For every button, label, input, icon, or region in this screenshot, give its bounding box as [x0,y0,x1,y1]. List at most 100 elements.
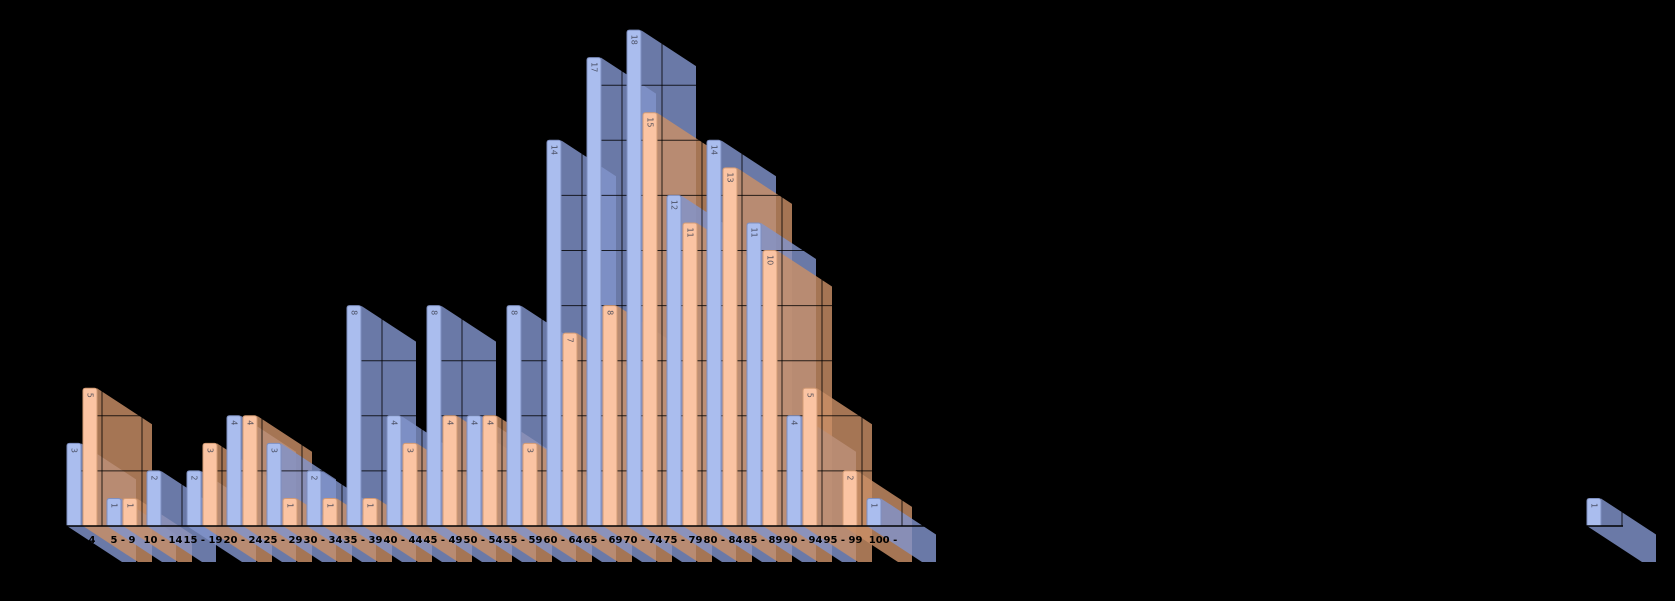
x-axis-label: 10 - 14 [144,535,183,546]
x-axis-label: 100 - [869,535,898,546]
bar-front [842,470,858,527]
bar-value-label: 5 [806,393,815,398]
x-axis-label: 5 - 9 [110,535,135,546]
x-axis-label: 80 - 84 [704,535,743,546]
bar-value-label: 3 [406,448,415,453]
bar-value-label: 15 [646,117,655,127]
bar-front [402,442,418,527]
bar-front [482,415,498,527]
bar-front [466,415,482,527]
x-axis-label: 35 - 39 [344,535,383,546]
bar-front [442,415,458,527]
bar-value-label: 8 [510,310,519,315]
bar-front [386,415,402,527]
bar-front [226,415,242,527]
bar-value-label: 18 [630,35,639,45]
x-axis-label: 95 - 99 [824,535,863,546]
bar-value-label: 1 [126,503,135,508]
bar-value-label: 4 [486,420,495,425]
bar-front [82,387,98,527]
bar-value-label: 4 [246,420,255,425]
bar-value-label: 8 [350,310,359,315]
bar-front [186,470,202,527]
bar-front [122,497,138,527]
bar-front [642,112,658,527]
bar-value-label: 14 [710,145,719,155]
bar-front [322,497,338,527]
bar-value-label: 3 [270,448,279,453]
bar-front [682,222,698,527]
x-axis-label: 25 - 29 [264,535,303,546]
x-axis-label: 75 - 79 [664,535,703,546]
bar-front [202,442,218,527]
bar-value-label: 3 [526,448,535,453]
bar-front [346,305,362,527]
bar-front [282,497,298,527]
bar-value-label: 11 [686,227,695,237]
bar-front [626,29,642,527]
bar-value-label: 17 [590,62,599,72]
x-axis-label: 20 - 24 [224,535,263,546]
bar-front [546,139,562,527]
bar-front [602,305,618,527]
bar-value-label: 8 [606,310,615,315]
bar-value-label: 1 [326,503,335,508]
bar-front [362,497,378,527]
bar-value-label: 1 [366,503,375,508]
bar-front [306,470,322,527]
bar-front [1586,497,1602,527]
bar-value-label: 11 [750,227,759,237]
bar-front [762,250,778,527]
bar-front [666,194,682,527]
x-axis-label: 60 - 64 [544,535,583,546]
bar-value-label: 4 [470,420,479,425]
bar-value-label: 4 [446,420,455,425]
bar-value-label: 4 [230,420,239,425]
bar-value-label: 4 [390,420,399,425]
bar-value-label: 7 [566,338,575,343]
bar-value-label: 3 [70,448,79,453]
bar-front [106,497,122,527]
bar-front [746,222,762,527]
bar-value-label: 1 [1590,503,1599,508]
bar-front [146,470,162,527]
bar-value-label: 2 [846,475,855,480]
x-axis-label: 55 - 59 [504,535,543,546]
bar-value-label: 3 [206,448,215,453]
bar-front [506,305,522,527]
bar-value-label: 2 [310,475,319,480]
bar-front [562,332,578,527]
x-axis-label: 15 - 19 [184,535,223,546]
bar-value-label: 14 [550,145,559,155]
bar-front [802,387,818,527]
bar-value-label: 13 [726,172,735,182]
bar-front [266,442,282,527]
bar-depth-face [1587,498,1656,562]
x-axis-label: 30 - 34 [304,535,343,546]
bar-front [242,415,258,527]
bar-value-label: 12 [670,200,679,210]
x-axis-label: 85 - 89 [744,535,783,546]
bar-front [522,442,538,527]
bar-value-label: 1 [870,503,879,508]
bar-front [706,139,722,527]
x-axis-label: 40 - 44 [384,535,423,546]
bar-front [66,442,82,527]
x-axis-label: 70 - 74 [624,535,663,546]
bar-depth-face [867,498,936,562]
x-axis-label: 90 - 94 [784,535,823,546]
bar-value-label: 1 [286,503,295,508]
bar-value-label: 10 [766,255,775,265]
bar-value-label: 1 [110,503,119,508]
x-axis-label: 45 - 49 [424,535,463,546]
bar-value-label: 2 [190,475,199,480]
x-axis-label: 50 - 54 [464,535,503,546]
bar-front [786,415,802,527]
bar-front [586,57,602,527]
bar-front [866,497,882,527]
bar-value-label: 5 [86,393,95,398]
bar-front [426,305,442,527]
bar-value-label: 4 [790,420,799,425]
